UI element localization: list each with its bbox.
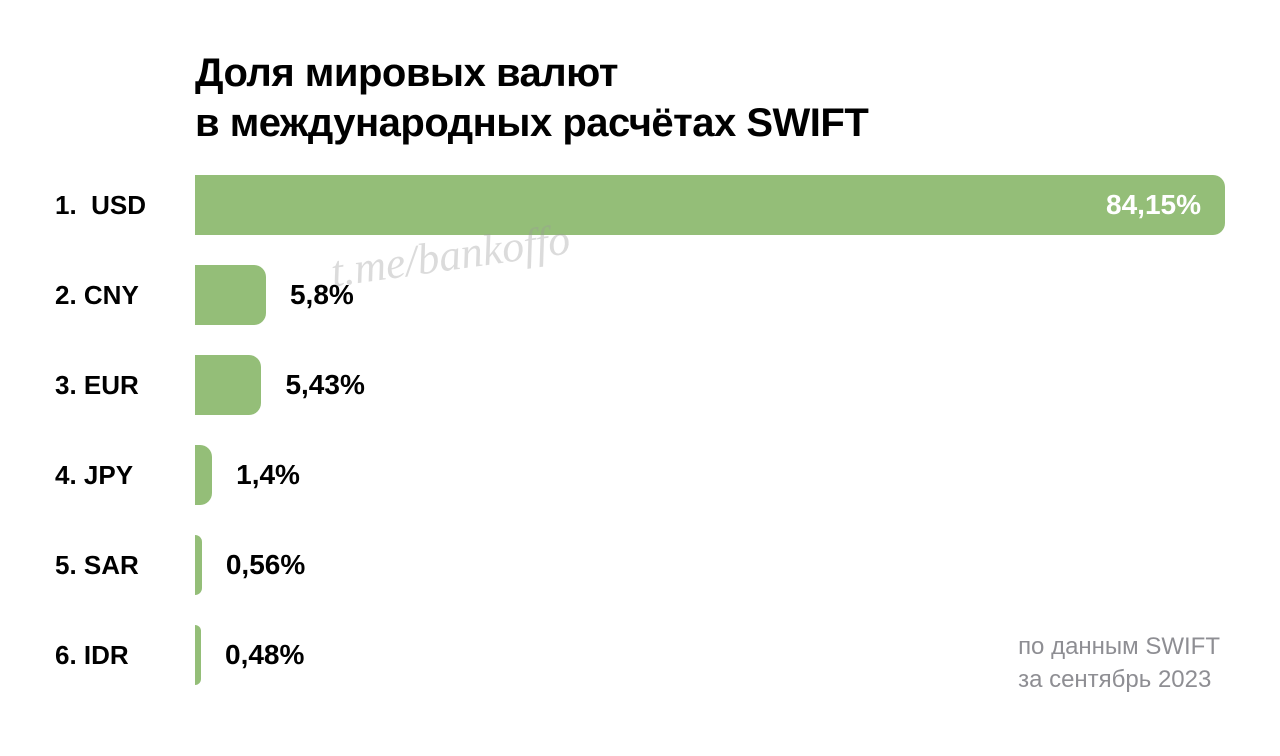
bar-row-eur: 3. EUR 5,43% [55,340,1225,430]
chart-canvas: { "title": { "line1": "Доля мировых валю… [0,0,1280,756]
bar-row-jpy: 4. JPY 1,4% [55,430,1225,520]
bar [195,625,201,685]
bar-row-usd: 1. USD 84,15% [55,160,1225,250]
chart-title-line1: Доля мировых валют [195,48,868,98]
bar-value: 0,48% [225,625,304,685]
bar-value: 84,15% [1106,189,1225,221]
bar-track: 0,56% [195,535,1225,595]
bar-value: 1,4% [236,445,300,505]
bar-track: 5,8% [195,265,1225,325]
bar-label: 2. CNY [55,280,195,311]
chart-title: Доля мировых валют в международных расчё… [195,48,868,148]
bar-label: 6. IDR [55,640,195,671]
bar-row-cny: 2. CNY 5,8% [55,250,1225,340]
data-source-line2: за сентябрь 2023 [1018,664,1220,696]
bar-label: 3. EUR [55,370,195,401]
bar-track: 84,15% [195,175,1225,235]
bar: 84,15% [195,175,1225,235]
bar-value: 5,43% [285,355,364,415]
bar-label: 1. USD [55,190,195,221]
data-source: по данным SWIFT за сентябрь 2023 [1018,631,1220,696]
chart-title-line2: в международных расчётах SWIFT [195,98,868,148]
bar-track: 5,43% [195,355,1225,415]
bar [195,535,202,595]
bar [195,355,261,415]
bar-label: 4. JPY [55,460,195,491]
bar [195,265,266,325]
bar-row-sar: 5. SAR 0,56% [55,520,1225,610]
bar-value: 0,56% [226,535,305,595]
data-source-line1: по данным SWIFT [1018,631,1220,663]
bar-label: 5. SAR [55,550,195,581]
bar-value: 5,8% [290,265,354,325]
bar [195,445,212,505]
bar-track: 1,4% [195,445,1225,505]
bar-chart: 1. USD 84,15% 2. CNY 5,8% 3. EUR 5,43% 4. JPY 1… [55,160,1225,700]
